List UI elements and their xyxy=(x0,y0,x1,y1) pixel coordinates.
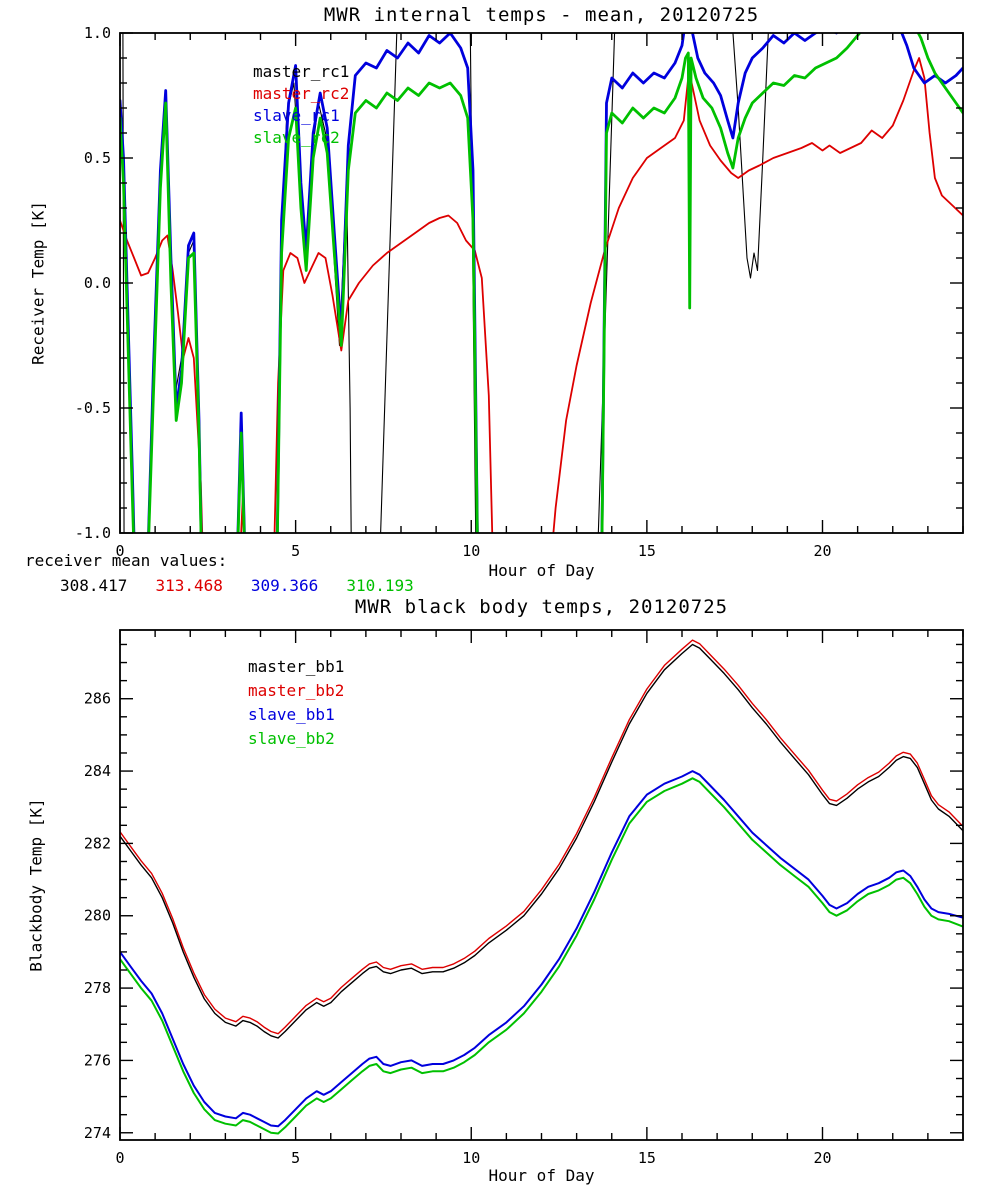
series-slave_rc1 xyxy=(120,33,963,533)
series-master_bb1 xyxy=(120,643,963,1039)
x-tick-label: 20 xyxy=(813,542,831,560)
plot-frame xyxy=(119,629,964,1141)
plot-frame xyxy=(119,32,964,534)
series-master_bb2 xyxy=(120,639,963,1035)
legend-master_bb1: master_bb1 xyxy=(248,657,344,676)
y-tick-label: -0.5 xyxy=(75,399,111,417)
series-slave_bb2 xyxy=(120,777,963,1135)
mean-value-slave-rc2: 310.193 xyxy=(346,576,414,595)
bottom-chart-title: MWR black body temps, 20120725 xyxy=(354,596,729,618)
legend-slave_bb1: slave_bb1 xyxy=(248,705,335,724)
x-tick-label: 20 xyxy=(813,1149,831,1167)
top-chart-title: MWR internal temps - mean, 20120725 xyxy=(323,4,760,26)
mean-value-master-rc1: 308.417 xyxy=(60,576,128,595)
y-tick-label: 286 xyxy=(84,690,111,708)
x-tick-label: 10 xyxy=(462,542,480,560)
x-tick-label: 0 xyxy=(115,1149,124,1167)
x-tick-label: 0 xyxy=(115,542,124,560)
legend-master_rc2: master_rc2 xyxy=(253,84,349,103)
y-tick-label: 278 xyxy=(84,979,111,997)
x-tick-label: 10 xyxy=(462,1149,480,1167)
y-tick-label: 0.5 xyxy=(84,149,111,167)
series-master_rc2 xyxy=(120,57,963,533)
receiver-means-values: 308.417 313.468 309.366 310.193 xyxy=(60,576,442,595)
legend-slave_rc1: slave_rc1 xyxy=(253,106,340,125)
blackbody-temps-chart: 0 5 10 15 20 274 276 278 280 282 284 286 master_bb1m… xyxy=(84,629,964,1167)
x-tick-label: 5 xyxy=(291,1149,300,1167)
y-tick-label: -1.0 xyxy=(75,524,111,542)
x-tick-label: 15 xyxy=(638,1149,656,1167)
x-tick-label: 15 xyxy=(638,542,656,560)
y-tick-label: 280 xyxy=(84,907,111,925)
bottom-chart-ylabel: Blackbody Temp [K] xyxy=(26,798,46,972)
mean-value-slave-rc1: 309.366 xyxy=(250,576,319,595)
y-tick-label: 282 xyxy=(84,834,111,852)
series-master_rc1 xyxy=(122,33,769,533)
y-tick-label: 0.0 xyxy=(84,274,111,292)
receiver-temps-chart: 0 5 10 15 20 -1.0 -0.5 0.0 0.5 1.0 master_rc1maste… xyxy=(75,24,964,560)
legend-master_rc1: master_rc1 xyxy=(253,62,349,81)
y-tick-label: 1.0 xyxy=(84,24,111,42)
x-tick-label: 5 xyxy=(291,542,300,560)
top-chart-ylabel: Receiver Temp [K] xyxy=(28,201,48,365)
top-chart-xlabel: Hour of Day xyxy=(488,561,595,580)
bottom-chart-xlabel: Hour of Day xyxy=(488,1166,595,1185)
legend-master_bb2: master_bb2 xyxy=(248,681,344,700)
y-tick-label: 284 xyxy=(84,762,111,780)
receiver-means-label: receiver mean values: xyxy=(25,551,228,570)
y-tick-label: 276 xyxy=(84,1051,111,1069)
series-slave_rc2 xyxy=(120,33,963,533)
legend-slave_rc2: slave_rc2 xyxy=(253,128,340,147)
legend-slave_bb2: slave_bb2 xyxy=(248,729,335,748)
y-tick-label: 274 xyxy=(84,1124,111,1142)
series-slave_bb1 xyxy=(120,770,963,1128)
mean-value-master-rc2: 313.468 xyxy=(155,576,223,595)
